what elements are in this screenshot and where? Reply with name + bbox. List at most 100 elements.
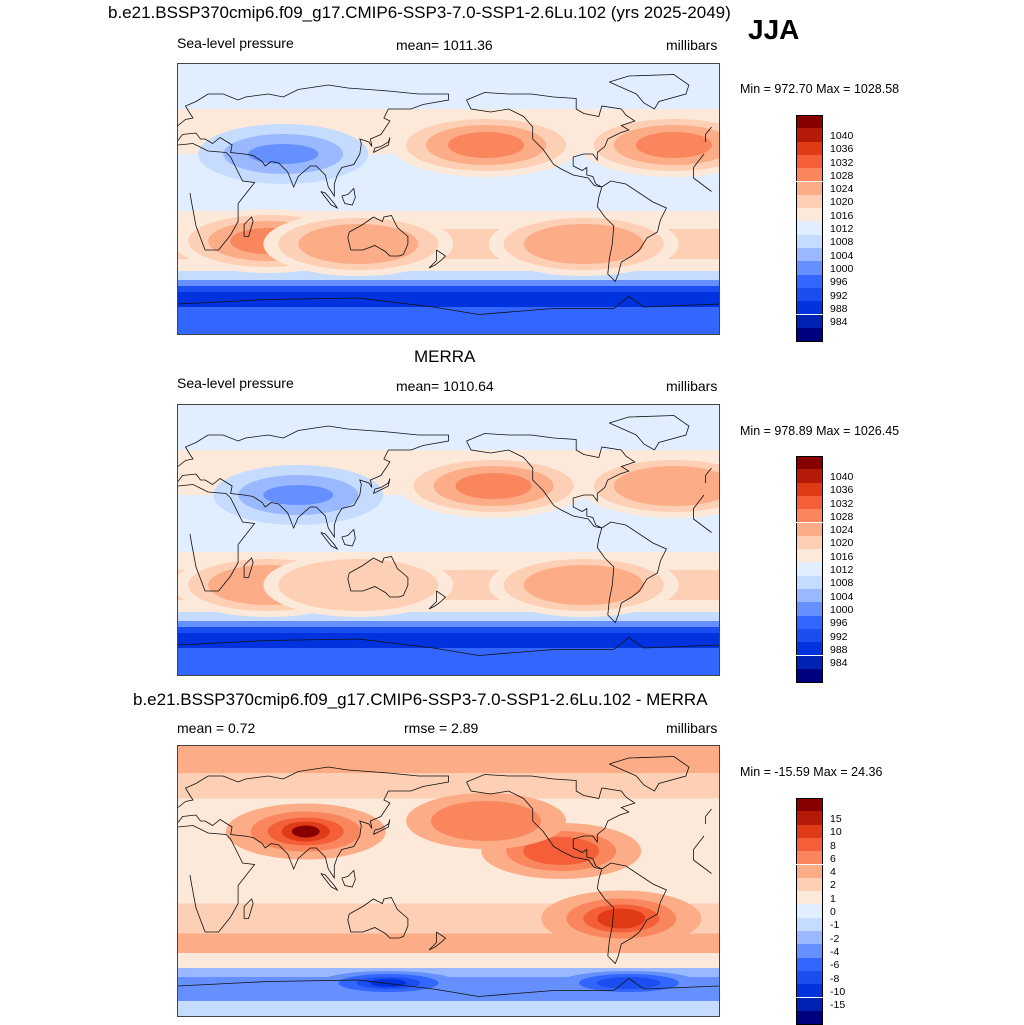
panel3-rmse-label: rmse = 2.89 [404, 720, 479, 736]
coastline [178, 143, 256, 251]
panel2-mean-label: mean= 1010.64 [396, 378, 494, 394]
panel1-colorbar-tick: 1020 [830, 196, 854, 209]
panel2-colorbar-tick: 1000 [830, 603, 854, 616]
panel3-colorbar-swatch [796, 851, 823, 865]
pressure-band [178, 522, 719, 552]
panel2-colorbar-swatch [796, 456, 823, 471]
panel2-colorbar-tick: 1028 [830, 510, 854, 523]
panel1-minmax: Min = 972.70 Max = 1028.58 [740, 82, 900, 96]
coastline [466, 433, 636, 529]
coastline [178, 637, 719, 656]
pressure-band [178, 627, 719, 633]
panel2-colorbar-tick: 1036 [830, 484, 854, 497]
panel1-colorbar-swatch [796, 248, 823, 262]
panel1-colorbar-swatch [796, 274, 823, 288]
difference-band [178, 1001, 719, 1016]
panel3-colorbar-tick: 4 [830, 866, 836, 879]
panel2-colorbar-swatch [796, 628, 823, 643]
panel1-colorbar-tick: 1036 [830, 143, 854, 156]
pressure-band [178, 621, 719, 627]
panel1-colorbar-tick: 1024 [830, 183, 854, 196]
panel1-map [177, 63, 720, 335]
panel2-colorbar-swatch [796, 549, 823, 563]
positive-anomaly [597, 908, 646, 929]
coastline [596, 521, 667, 624]
coastline [693, 835, 705, 850]
panel3-colorbar-swatch [796, 824, 823, 838]
panel2-colorbar-swatch [796, 495, 823, 510]
panel1-colorbar-tick: 996 [830, 276, 848, 289]
coastline [705, 467, 712, 476]
panel3-colorbar-swatch [796, 917, 823, 931]
coastline [178, 425, 449, 539]
positive-anomaly [431, 801, 542, 841]
panel2-colorbar-swatch [796, 602, 823, 616]
panel3-colorbar-swatch [796, 811, 823, 825]
panel1-colorbar-swatch [796, 141, 823, 155]
coastline [373, 478, 391, 494]
panel3-colorbar-swatch [796, 877, 823, 892]
panel3-colorbar-swatch [796, 837, 823, 852]
panel3-colorbar-swatch [796, 957, 823, 971]
panel3-colorbar-tick: -10 [830, 985, 846, 998]
panel1-colorbar-swatch [796, 154, 823, 169]
panel1-units: millibars [666, 37, 718, 53]
coastline [178, 825, 256, 933]
panel2-colorbar-tick: 996 [830, 617, 848, 630]
panel1-colorbar-tick: 1016 [830, 209, 854, 222]
coastline [178, 84, 449, 198]
panel2-units: millibars [666, 378, 718, 394]
panel2-colorbar-tick: 1040 [830, 470, 854, 483]
positive-anomaly [291, 825, 320, 838]
high-pressure-cell [523, 565, 644, 605]
panel2-colorbar-tick: 992 [830, 630, 848, 643]
pressure-band [178, 612, 719, 621]
coastline [609, 415, 690, 451]
coastline [596, 180, 667, 283]
panel1-colorbar-tick: 1040 [830, 129, 854, 142]
panel3-colorbar-tick: -4 [830, 945, 840, 958]
panel1-colorbar-swatch [796, 261, 823, 275]
panel1-colorbar-tick: 984 [830, 316, 848, 329]
panel1-colorbar-tick: 1000 [830, 262, 854, 275]
panel2-colorbar-tick: 1016 [830, 550, 854, 563]
panel1-left-label: Sea-level pressure [177, 35, 294, 51]
panel2-left-label: Sea-level pressure [177, 375, 294, 391]
panel3-colorbar-tick: 2 [830, 879, 836, 892]
coastline [341, 528, 356, 547]
panel2-colorbar-swatch [796, 509, 823, 523]
panel3-colorbar-tick: -1 [830, 919, 840, 932]
coastline [341, 869, 356, 888]
coastlines [178, 415, 719, 656]
panel1-colorbar-tick: 1008 [830, 236, 854, 249]
panel3-colorbar-swatch [796, 904, 823, 918]
negative-anomaly [596, 977, 661, 989]
panel2-colorbar-swatch [796, 562, 823, 576]
panel1-colorbar-swatch [796, 194, 823, 209]
panel3-mean-label: mean = 0.72 [177, 720, 256, 736]
coastline [693, 167, 712, 192]
coastline [373, 819, 391, 835]
coastline [178, 484, 256, 592]
panel1-colorbar-swatch [796, 181, 823, 195]
panel1-colorbar-tick: 1028 [830, 169, 854, 182]
panel1-colorbar-swatch [796, 314, 823, 328]
panel2-colorbar-tick: 1032 [830, 497, 854, 510]
high-pressure-cell [523, 224, 644, 264]
high-pressure-cell [278, 559, 439, 611]
low-pressure-cell [263, 485, 334, 505]
panel3-colorbar-tick: -2 [830, 932, 840, 945]
coastline [341, 187, 356, 206]
high-pressure-cell [613, 466, 719, 506]
coastline [347, 556, 409, 598]
high-pressure-cell [635, 132, 712, 158]
coastline [178, 766, 449, 880]
coastline [243, 898, 254, 919]
panel3-colorbar-swatch [796, 1010, 823, 1025]
pressure-band [178, 405, 719, 450]
pressure-band [178, 280, 719, 286]
pressure-band [178, 64, 719, 109]
panel2-colorbar-swatch [796, 575, 823, 589]
pressure-band [178, 286, 719, 292]
coastline [428, 931, 447, 951]
